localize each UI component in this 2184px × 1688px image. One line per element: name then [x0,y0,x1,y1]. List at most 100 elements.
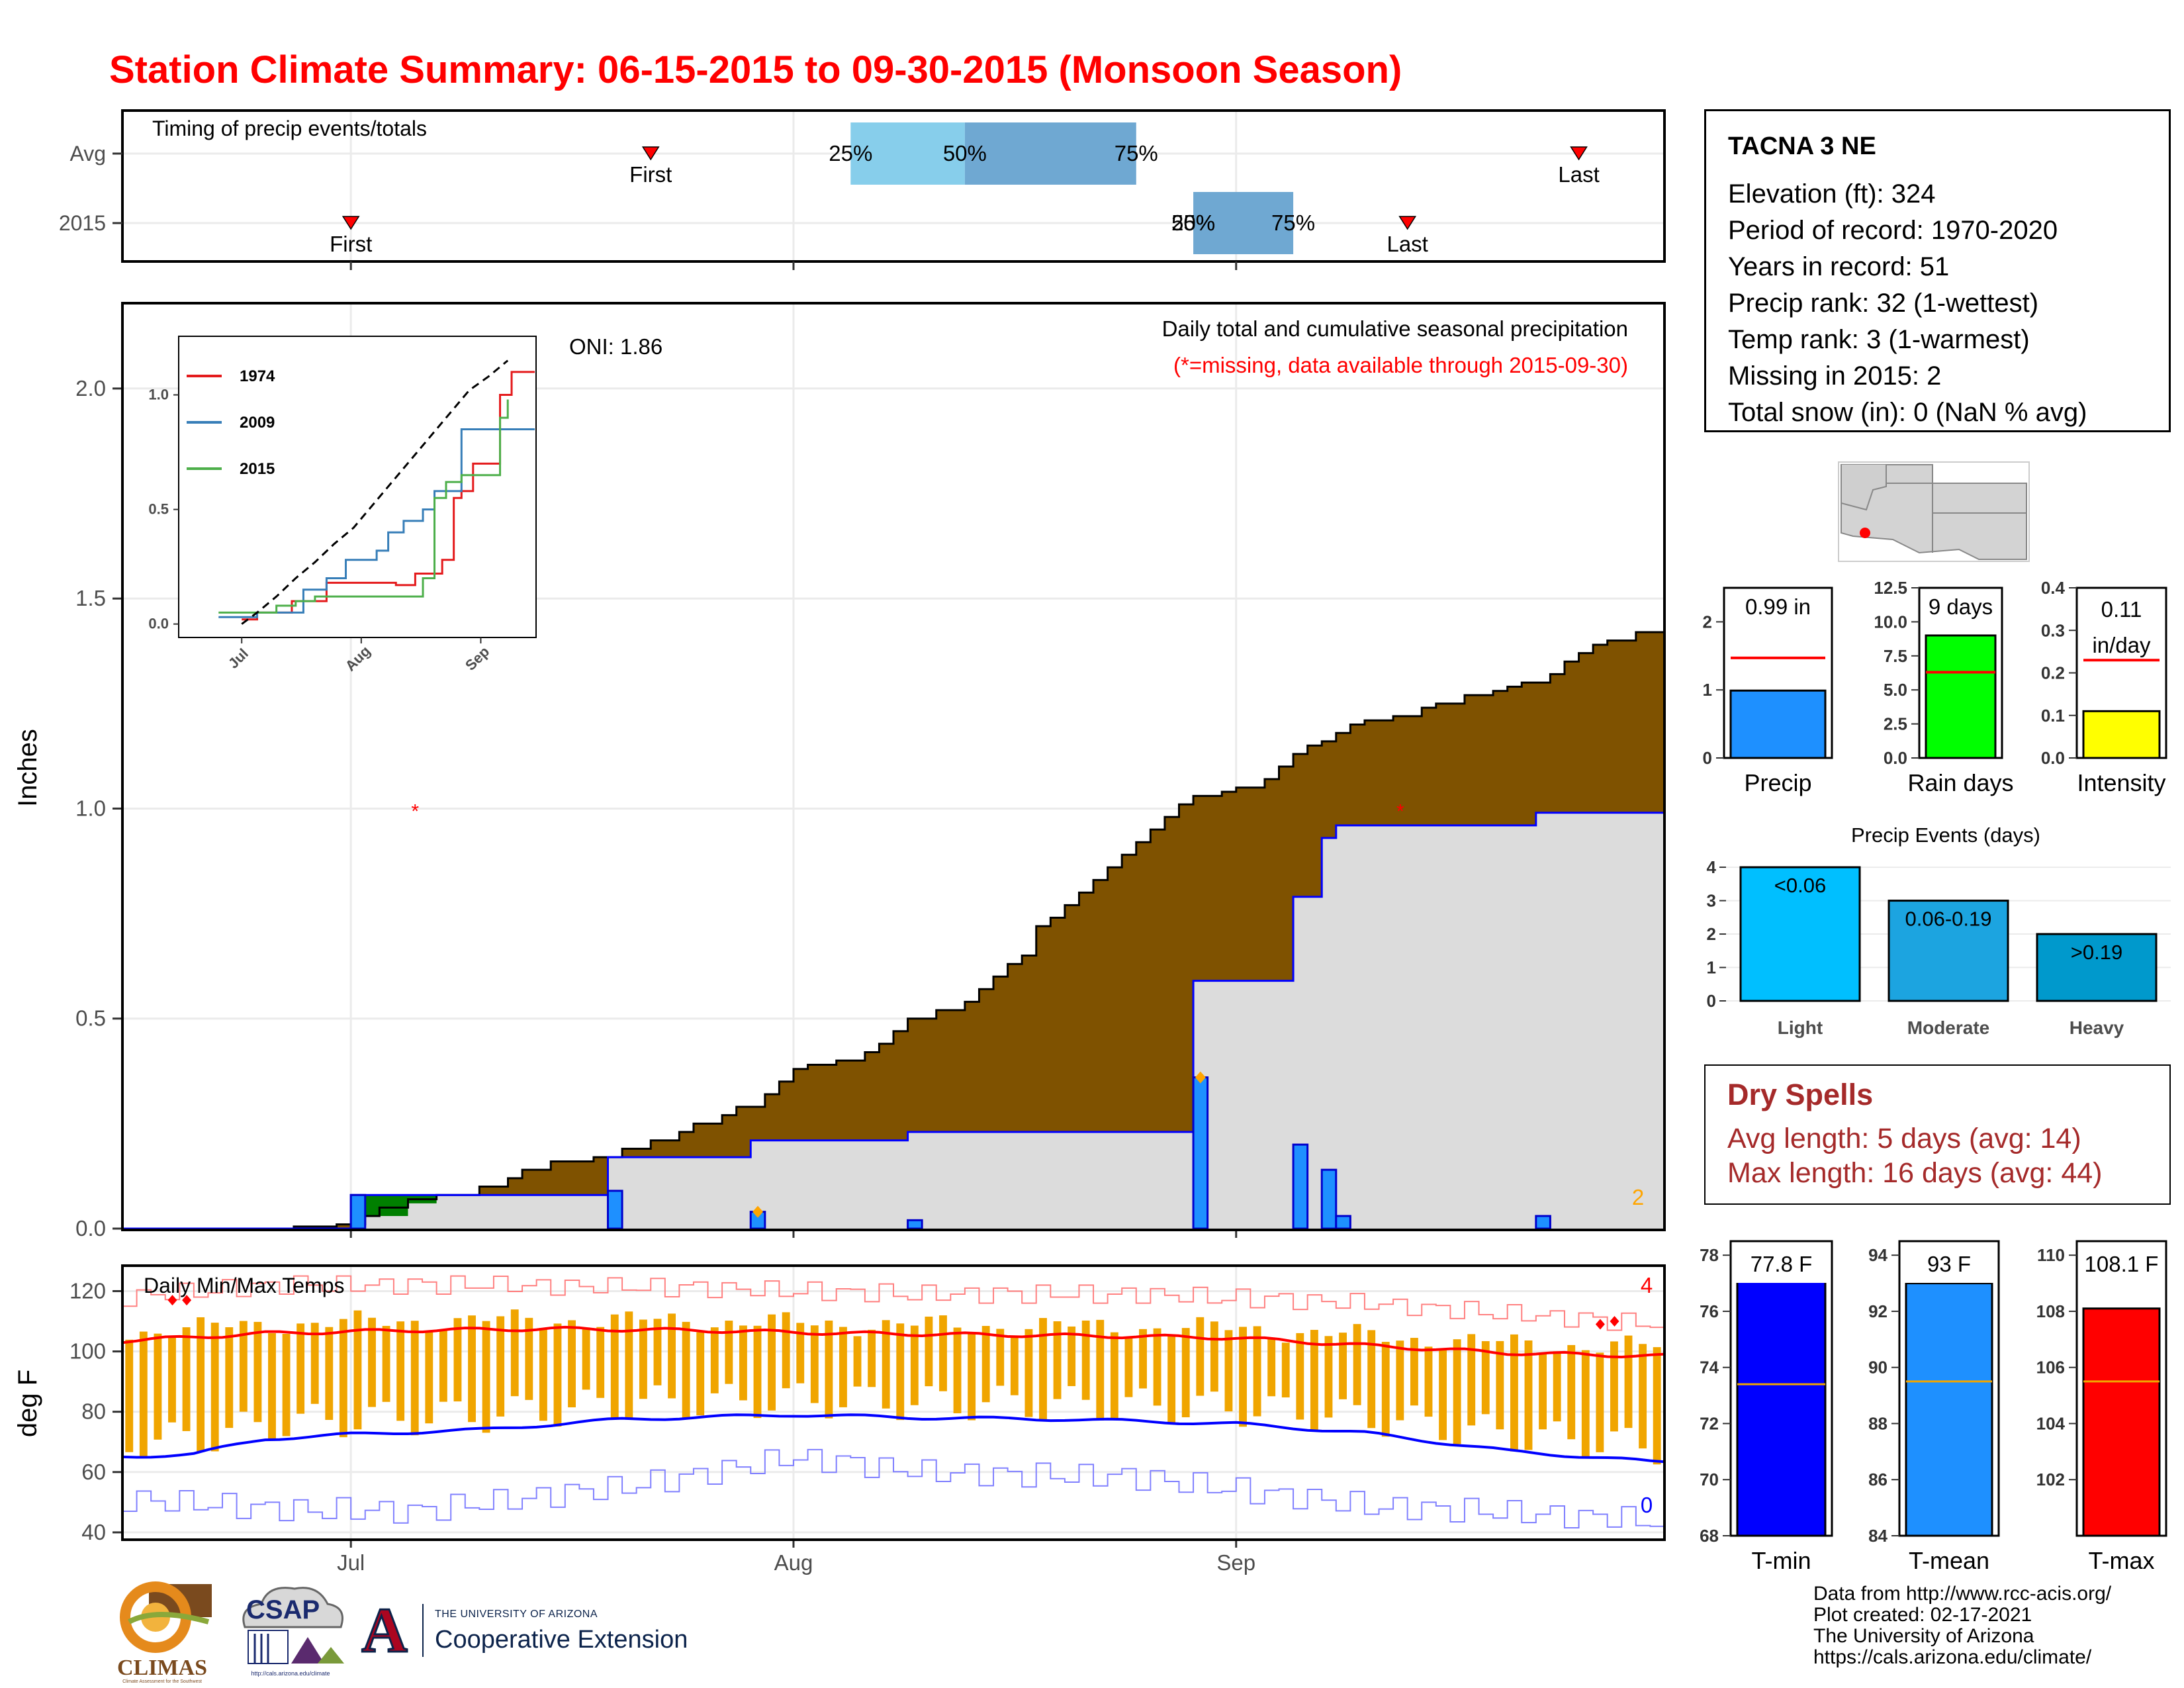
csap-logo-mark [242,1587,344,1664]
stat-precip-ytick: 0 [1703,748,1712,768]
daily-temp-range-bar [1196,1317,1205,1396]
stat-t-mean-ytick: 90 [1868,1358,1888,1378]
events-ytick: 1 [1707,958,1716,978]
missing-marker: * [411,800,419,822]
stat-t-max-value-label: 108.1 F [2085,1252,2159,1276]
stat-t-mean-bar [1905,1282,1993,1537]
daily-temp-range-bar [168,1337,176,1423]
timing-row-label: 2015 [59,211,106,235]
stat-t-max-ytick: 102 [2036,1470,2065,1489]
daily-precip-bar [607,1190,623,1230]
daily-temp-range-bar [910,1325,919,1405]
stat-t-min-ytick: 74 [1700,1358,1719,1378]
daily-temp-range-bar [1167,1334,1176,1425]
avg-tmax-line [122,1325,1665,1358]
daily-temp-range-bar [1424,1346,1433,1417]
daily-temp-range-bar [882,1320,890,1409]
dry-spells-box: Dry Spells Avg length: 5 days (avg: 14) … [1704,1064,2171,1205]
stat-rain-days-ytick: 2.5 [1884,714,1907,734]
credit-data-source: Data from http://www.rcc-acis.org/ [1813,1583,2112,1605]
stat-t-mean-name: T-mean [1909,1547,1989,1574]
daily-temp-range-bar [553,1323,562,1427]
station-temp-rank: Temp rank: 3 (1-warmest) [1728,325,2030,354]
stat-intensity-ytick: 0.4 [2041,578,2066,598]
events-bar-label: <0.06 [1774,874,1826,897]
inset-median-line [241,359,509,625]
daily-temp-range-bar [939,1315,947,1391]
station-info-box: TACNA 3 NE Elevation (ft): 324 Period of… [1704,109,2171,432]
daily-temp-range-bar [496,1316,505,1417]
daily-temp-range-bar [1367,1330,1376,1429]
cumulative-2015-area [122,812,1664,1229]
month-label: Aug [774,1550,813,1575]
stat-t-mean-ytick: 92 [1868,1301,1888,1321]
daily-temp-range-bar [1110,1332,1118,1419]
stat-precip-ytick: 1 [1703,680,1712,700]
daily-temp-range-bar [1081,1320,1090,1400]
stat-precip-value-label: 0.99 in [1745,594,1811,619]
stat-t-mean-ytick: 86 [1868,1470,1888,1489]
daily-temp-range-bar [1467,1334,1476,1426]
daily-temp-range-bar [339,1319,347,1438]
month-axis: Jul Aug Sep [337,1550,1255,1575]
daily-temp-range-bar [610,1314,619,1419]
precip-title: Daily total and cumulative seasonal prec… [1162,316,1628,341]
daily-temp-range-bar [625,1311,633,1420]
daily-temp-range-bar [139,1331,148,1459]
timing-title: Timing of precip events/totals [152,117,427,140]
station-location-dot [1860,528,1870,538]
daily-temp-range-bar [1039,1318,1047,1420]
inset-series-2015 [218,399,509,614]
csap-logo: CSAP http://cals.arizona.edu/climate [232,1581,349,1680]
timing-avg-p25: 25% [829,141,872,165]
timing-2015-last-marker [1398,216,1417,230]
stat-intensity-name: Intensity [2077,769,2165,796]
timing-2015-first-label: First [330,232,372,256]
extreme-min-line [122,1448,1664,1529]
timing-2015-first-marker [341,216,360,230]
daily-temp-range-bar [1339,1333,1347,1399]
daily-temp-range-bar [239,1321,248,1412]
daily-temp-range-bar [1281,1342,1290,1398]
temps-ytick: 40 [81,1520,106,1544]
daily-temp-range-bar [953,1327,962,1413]
daily-temp-range-bar [268,1333,276,1440]
daily-temp-range-bar [1053,1321,1062,1399]
station-missing: Missing in 2015: 2 [1728,361,1942,391]
precip-ytick: 0.5 [75,1006,106,1031]
daily-temp-range-bar [1396,1340,1404,1421]
timing-2015-last-label: Last [1387,232,1428,256]
stat-t-min-ytick: 68 [1700,1526,1719,1546]
csap-wordmark: CSAP [246,1595,320,1624]
daily-temp-range-bar [1296,1333,1304,1420]
daily-temp-range-bar [482,1321,490,1433]
daily-temp-range-bar [1124,1336,1133,1397]
stat-intensity-ytick: 0.1 [2041,706,2065,726]
daily-temp-range-bar [653,1319,662,1385]
daily-temp-range-bar [325,1327,334,1421]
daily-temp-range-bar [253,1321,262,1423]
stat-t-min-ytick: 76 [1700,1301,1719,1321]
ua-line1: THE UNIVERSITY OF ARIZONA [435,1609,598,1620]
daily-temp-range-bar [725,1321,733,1384]
inset-legend-label: 2015 [240,460,275,478]
timing-avg-first-label: First [629,162,672,187]
daily-temp-range-bar [925,1316,933,1387]
stat-t-max-ytick: 106 [2036,1358,2065,1378]
timing-2015-p25: 25% [1171,211,1215,235]
stat-rain-days-ytick: 0.0 [1884,748,1907,768]
daily-precip-bar [1335,1215,1351,1230]
events-category: Heavy [2070,1017,2124,1038]
daily-temp-range-bar [825,1320,833,1419]
inset-legend-label: 1974 [240,367,275,385]
events-category: Moderate [1907,1017,1989,1038]
daily-precip-bar [349,1194,367,1230]
daily-temp-range-bar [182,1327,191,1431]
daily-temp-range-bar [981,1326,990,1403]
stat-rain-days-ytick: 10.0 [1874,612,1907,632]
precip-ytick: 2.0 [75,376,106,400]
inset-legend-label: 2009 [240,414,275,432]
station-elevation: Elevation (ft): 324 [1728,179,1936,209]
daily-temp-range-bar [439,1330,447,1402]
